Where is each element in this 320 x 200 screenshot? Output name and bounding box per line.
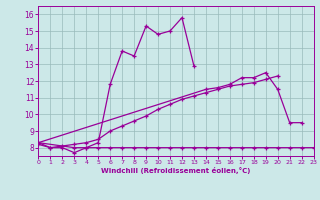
- X-axis label: Windchill (Refroidissement éolien,°C): Windchill (Refroidissement éolien,°C): [101, 167, 251, 174]
